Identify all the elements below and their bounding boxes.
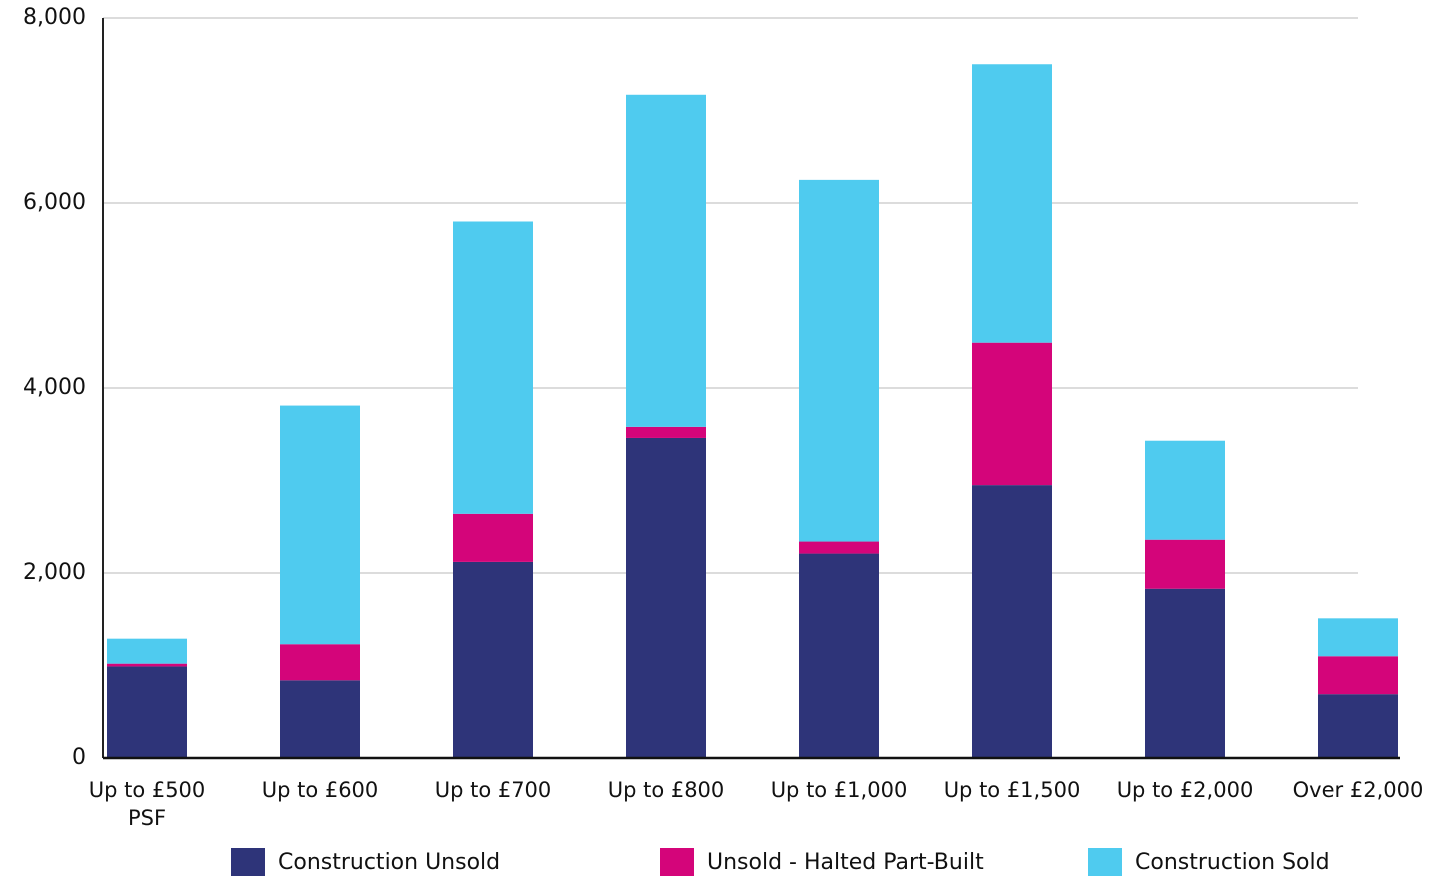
bar-segment (799, 179, 879, 542)
bar-segment (799, 541, 879, 554)
bar-segment (280, 405, 360, 645)
x-tick-label: Up to £700 (434, 778, 552, 802)
legend-swatch (1088, 848, 1122, 876)
bar-segment (626, 94, 706, 427)
bar-segment (799, 553, 879, 758)
bar-segment (1318, 618, 1398, 657)
y-tick-label: 8,000 (23, 5, 86, 30)
bar-segment (107, 663, 187, 667)
bar-segment (1145, 588, 1225, 758)
y-tick-label: 4,000 (23, 375, 86, 400)
legend-item: Construction Sold (1088, 847, 1330, 877)
x-tick-label: Over £2,000 (1292, 778, 1424, 802)
x-tick-label: Up to £1,500 (943, 778, 1081, 802)
legend-item: Unsold - Halted Part-Built (660, 847, 984, 877)
legend-swatch (660, 848, 694, 876)
legend-swatch (231, 848, 265, 876)
bar-segment (972, 64, 1052, 343)
legend-label: Construction Unsold (278, 849, 501, 875)
bar-segment (107, 666, 187, 758)
bar-segment (280, 680, 360, 758)
bar-segment (1318, 694, 1398, 758)
legend-label: Unsold - Halted Part-Built (707, 849, 984, 875)
bar-segment (1145, 539, 1225, 589)
x-tick-label: Up to £600 (261, 778, 379, 802)
x-tick-label: Up to £800 (607, 778, 725, 802)
bar-segment (1145, 440, 1225, 540)
bar-segment (453, 561, 533, 758)
bar-segment (972, 485, 1052, 758)
bar-segment (453, 513, 533, 562)
bar-segment (626, 437, 706, 758)
bar-segment (1318, 656, 1398, 695)
bar-segment (972, 342, 1052, 486)
bar-segment (280, 644, 360, 681)
y-tick-label: 6,000 (23, 190, 86, 215)
bar-segment (107, 638, 187, 664)
bar-segment (626, 426, 706, 438)
x-tick-label: Up to £500 PSF (88, 778, 206, 830)
legend-item: Construction Unsold (231, 847, 500, 877)
bar-segment (453, 221, 533, 514)
y-tick-label: 2,000 (23, 560, 86, 585)
y-tick-label: 0 (72, 745, 86, 770)
x-tick-label: Up to £2,000 (1116, 778, 1254, 802)
x-tick-label: Up to £1,000 (770, 778, 908, 802)
legend-label: Construction Sold (1135, 849, 1330, 875)
